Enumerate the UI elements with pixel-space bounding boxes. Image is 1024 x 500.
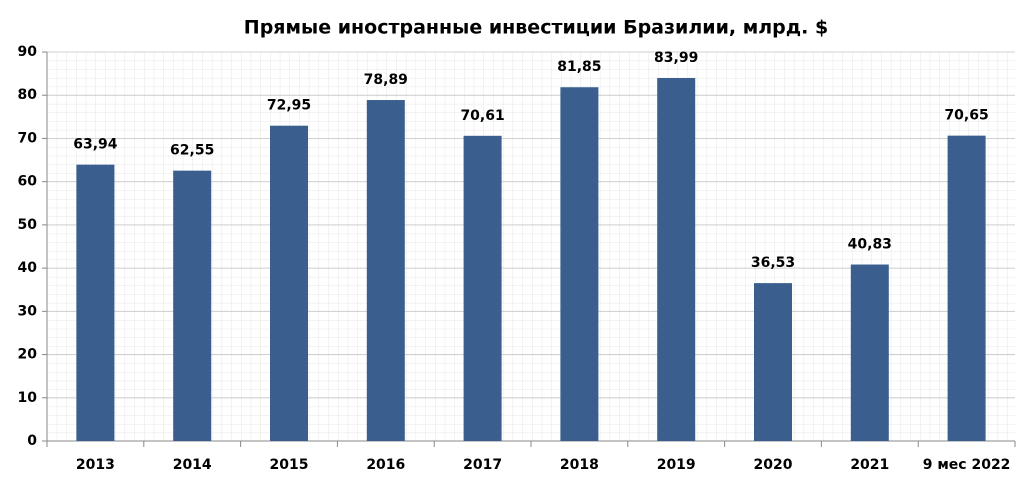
bar [657,77,696,441]
x-tick-label: 2015 [270,457,309,473]
value-label: 78,89 [364,72,408,88]
bar [270,125,308,442]
bar [173,170,212,441]
bar [366,100,405,441]
value-label: 81,85 [557,59,601,75]
value-label: 83,99 [654,50,698,66]
x-tick-label: 2019 [657,457,696,473]
y-tick-label: 30 [18,303,38,319]
x-tick-label: 2013 [76,457,115,473]
chart-title: Прямые иностранные инвестиции Бразилии, … [244,17,828,39]
y-tick-label: 70 [18,130,38,146]
y-tick-label: 50 [18,217,38,233]
y-tick-label: 0 [27,433,37,449]
bar [754,283,792,441]
x-tick-label: 2014 [173,457,212,473]
y-tick-label: 10 [18,390,38,406]
y-tick-label: 60 [18,174,38,190]
value-label: 70,65 [944,108,988,124]
x-tick-label: 2016 [366,457,405,473]
x-tick-label: 9 мес 2022 [923,457,1011,473]
value-label: 63,94 [73,137,118,153]
x-tick-label: 2018 [560,457,599,473]
y-tick-label: 80 [18,87,38,103]
bar [850,264,889,441]
bar [560,87,599,442]
bar [76,164,115,441]
y-tick-label: 90 [18,44,38,60]
x-tick-label: 2021 [850,457,889,473]
y-tick-label: 20 [18,347,38,363]
y-tick-label: 40 [18,260,38,276]
value-label: 40,83 [848,237,892,253]
x-tick-label: 2017 [463,457,502,473]
bar [463,135,502,441]
value-label: 36,53 [751,255,795,271]
value-label: 62,55 [170,143,214,159]
value-label: 70,61 [460,108,504,124]
value-label: 72,95 [267,98,311,114]
bar [947,135,986,441]
x-tick-label: 2020 [754,457,793,473]
